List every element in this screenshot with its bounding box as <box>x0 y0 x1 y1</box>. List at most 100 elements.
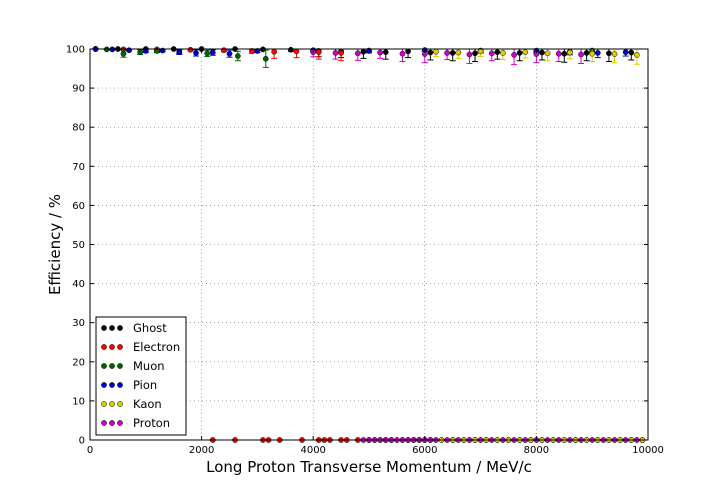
legend-box <box>95 316 187 436</box>
data-point <box>338 50 344 56</box>
legend-entry-muon: Muon <box>101 359 165 373</box>
data-point <box>611 51 618 57</box>
data-point <box>360 48 367 55</box>
data-point <box>466 51 473 58</box>
data-point <box>494 49 501 55</box>
legend-marker <box>101 344 107 350</box>
legend-marker <box>109 344 115 350</box>
data-point <box>315 49 322 55</box>
legend-marker <box>117 325 123 331</box>
data-point <box>539 49 545 56</box>
data-point <box>204 50 211 57</box>
y-tick-label: 90 <box>72 84 85 95</box>
legend-marker <box>117 420 123 426</box>
legend-label: Proton <box>133 416 170 430</box>
data-point <box>176 49 183 55</box>
x-tick-label: 2000 <box>189 445 214 456</box>
y-tick-label: 60 <box>72 201 85 212</box>
x-tick-label: 10000 <box>632 445 664 456</box>
data-point <box>382 49 389 55</box>
legend-marker <box>109 325 115 331</box>
legend-entry-ghost: Ghost <box>101 321 167 335</box>
data-point <box>522 49 529 55</box>
data-point <box>500 50 506 56</box>
y-tick-label: 80 <box>72 123 85 134</box>
x-tick-label: 6000 <box>412 445 437 456</box>
legend-label: Muon <box>133 359 165 373</box>
data-point <box>354 50 361 57</box>
legend-marker <box>117 344 123 350</box>
data-point <box>561 50 568 57</box>
axis-ticks: 0 2000 4000 6000 8000 10000 0 10 20 30 40 50 60 70 80 9… <box>66 45 664 457</box>
data-point <box>427 49 434 56</box>
x-tick-label: 0 <box>87 445 93 456</box>
data-point <box>235 53 241 59</box>
data-point <box>226 50 233 57</box>
y-tick-label: 10 <box>72 396 85 407</box>
data-point <box>567 49 573 56</box>
legend-entry-pion: Pion <box>101 378 157 392</box>
data-point <box>262 55 269 62</box>
data-point <box>332 50 339 56</box>
legend-label: Electron <box>133 340 180 354</box>
data-point <box>455 49 462 56</box>
data-point <box>126 47 132 54</box>
data-point <box>209 49 216 56</box>
legend-marker <box>101 401 107 407</box>
legend-entry-electron: Electron <box>101 340 180 354</box>
data-point <box>472 50 478 57</box>
data-point <box>293 48 300 55</box>
legend-marker <box>109 401 115 407</box>
data-point <box>120 50 127 57</box>
data-point <box>221 47 227 54</box>
y-tick-label: 70 <box>72 162 85 173</box>
x-tick-label: 8000 <box>524 445 549 456</box>
data-point <box>589 50 596 57</box>
y-tick-label: 100 <box>66 45 85 56</box>
data-point <box>622 49 629 55</box>
data-point <box>516 50 523 56</box>
legend-marker <box>117 363 123 369</box>
data-point <box>628 49 635 56</box>
legend-marker <box>109 363 115 369</box>
legend-marker <box>101 325 107 331</box>
data-point <box>137 49 144 55</box>
data-point <box>544 50 551 57</box>
legend-marker <box>101 420 107 426</box>
legend-entry-proton: Proton <box>101 416 170 430</box>
legend-entry-kaon: Kaon <box>101 397 162 411</box>
legend-marker <box>109 420 115 426</box>
legend-label: Kaon <box>133 397 162 411</box>
y-tick-label: 50 <box>72 240 85 251</box>
legend-marker <box>109 382 115 388</box>
y-tick-label: 30 <box>72 318 85 329</box>
data-point <box>288 46 294 53</box>
data-point <box>633 52 640 58</box>
data-point <box>193 50 199 56</box>
data-point <box>254 48 261 54</box>
data-point <box>477 48 484 55</box>
y-tick-label: 0 <box>79 436 85 447</box>
data-point <box>187 46 194 53</box>
data-point <box>377 49 384 56</box>
x-axis-label: Long Proton Transverse Momentum / MeV/c <box>206 458 532 476</box>
legend-marker <box>101 363 107 369</box>
data-point <box>399 50 406 57</box>
legend-marker <box>101 382 107 388</box>
y-axis-label: Efficiency / % <box>46 194 64 295</box>
y-tick-label: 20 <box>72 357 85 368</box>
data-point <box>583 50 590 56</box>
data-point <box>248 48 255 54</box>
x-tick-label: 4000 <box>300 445 325 456</box>
data-point <box>488 50 495 57</box>
y-tick-label: 40 <box>72 279 85 290</box>
data-point <box>433 48 439 55</box>
data-point <box>511 52 517 58</box>
data-point <box>606 50 612 57</box>
data-point <box>449 50 456 56</box>
legend-label: Ghost <box>133 321 167 335</box>
data-point <box>271 48 277 55</box>
legend-marker <box>117 401 123 407</box>
data-point <box>594 50 601 56</box>
